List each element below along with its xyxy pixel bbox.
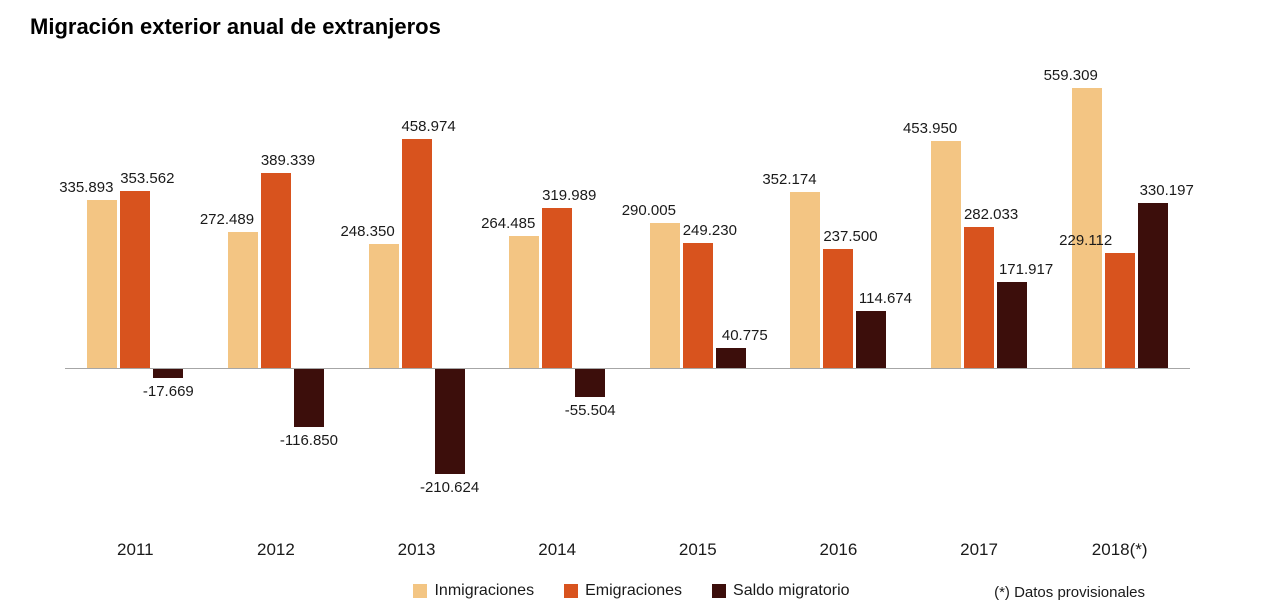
value-label-emigraciones-2014: 319.989 xyxy=(542,187,597,204)
value-label-inmigraciones-2014: 264.485 xyxy=(481,214,536,232)
x-axis-line xyxy=(65,368,1190,369)
value-label-emigraciones-2015: 249.230 xyxy=(682,222,737,240)
x-axis-label-2018: 2018(*) xyxy=(1091,540,1148,559)
bar-emigraciones-2017 xyxy=(964,226,995,368)
value-label-emigraciones-2018: 229.112 xyxy=(1059,232,1113,250)
value-label-saldo-migratorio-2013: -210.624 xyxy=(419,479,480,497)
bar-saldo-migratorio-2017 xyxy=(997,282,1028,368)
bar-inmigraciones-2012 xyxy=(227,231,258,368)
value-label-emigraciones-2013: 458.974 xyxy=(401,117,456,135)
bar-emigraciones-2016 xyxy=(823,249,854,368)
bar-inmigraciones-2015 xyxy=(649,222,680,368)
footnote: (*) Datos provisionales xyxy=(994,584,1145,601)
value-label-inmigraciones-2013: 248.350 xyxy=(340,222,395,240)
year-group-2014: 264.485 319.989 -55.504 xyxy=(481,55,628,500)
year-group-2012: 272.489 389.339 -116.850 xyxy=(200,55,347,500)
legend-label-saldo-migratorio: Saldo migratorio xyxy=(733,582,850,599)
bar-saldo-migratorio-2014 xyxy=(575,369,606,397)
legend-item-inmigraciones: Inmigraciones xyxy=(413,582,534,600)
year-group-2015: 290.005 249.230 40.775 xyxy=(622,55,769,500)
x-axis-label-2016: 2016 xyxy=(819,540,858,559)
x-axis-label-2015: 2015 xyxy=(678,540,717,559)
value-label-saldo-migratorio-2012: -116.850 xyxy=(279,432,338,450)
value-label-inmigraciones-2018: 559.309 xyxy=(1043,67,1098,85)
value-label-saldo-migratorio-2017: 171.917 xyxy=(998,261,1054,279)
value-label-saldo-migratorio-2014: -55.504 xyxy=(564,401,616,419)
value-label-emigraciones-2017: 282.033 xyxy=(963,205,1019,223)
legend-label-emigraciones: Emigraciones xyxy=(585,582,683,599)
inmigraciones-swatch-icon xyxy=(413,584,428,598)
chart-title: Migración exterior anual de extranjeros xyxy=(30,14,441,39)
bar-saldo-migratorio-2013 xyxy=(434,369,465,475)
bar-emigraciones-2014 xyxy=(542,208,573,368)
legend: Inmigraciones Emigraciones Saldo migrato… xyxy=(0,582,1263,600)
value-label-saldo-migratorio-2018: 330.197 xyxy=(1139,181,1194,199)
bar-inmigraciones-2017 xyxy=(931,141,962,368)
legend-item-emigraciones: Emigraciones xyxy=(564,582,682,600)
value-label-inmigraciones-2011: 335.893 xyxy=(59,179,114,197)
plot-area: 335.893 353.562 -17.669 272.489 389.339 -116.… xyxy=(59,55,1194,500)
value-label-inmigraciones-2015: 290.005 xyxy=(621,201,676,219)
bar-saldo-migratorio-2011 xyxy=(153,369,184,378)
bar-inmigraciones-2014 xyxy=(509,235,540,368)
year-group-2016: 352.174 237.500 114.674 xyxy=(762,55,912,500)
value-label-saldo-migratorio-2015: 40.775 xyxy=(721,326,768,344)
legend-label-inmigraciones: Inmigraciones xyxy=(434,582,535,599)
value-label-saldo-migratorio-2016: 114.674 xyxy=(858,289,912,307)
x-axis-label-2013: 2013 xyxy=(397,540,436,559)
x-axis-label-2011: 2011 xyxy=(117,540,154,559)
saldo-migratorio-swatch-icon xyxy=(712,584,727,598)
value-label-inmigraciones-2017: 453.950 xyxy=(902,120,958,138)
value-label-inmigraciones-2016: 352.174 xyxy=(762,170,817,188)
bar-inmigraciones-2018 xyxy=(1071,88,1102,368)
x-axis-label-2017: 2017 xyxy=(960,540,998,559)
bar-saldo-migratorio-2018 xyxy=(1137,202,1168,368)
value-label-inmigraciones-2012: 272.489 xyxy=(199,210,255,228)
bar-emigraciones-2015 xyxy=(682,243,713,368)
bar-saldo-migratorio-2012 xyxy=(293,369,324,428)
value-label-emigraciones-2012: 389.339 xyxy=(260,152,316,170)
x-axis-labels: 2011 2012 2013 2014 2015 2016 2017 2018(*) xyxy=(65,540,1190,560)
year-group-2017: 453.950 282.033 171.917 xyxy=(903,55,1054,500)
year-group-2013: 248.350 458.974 -210.624 xyxy=(340,55,487,500)
bar-inmigraciones-2013 xyxy=(368,243,399,368)
year-group-2018: 559.309 229.112 330.197 xyxy=(1044,55,1194,500)
emigraciones-swatch-icon xyxy=(564,584,579,598)
year-group-2011: 335.893 353.562 -17.669 xyxy=(59,55,206,500)
value-label-emigraciones-2011: 353.562 xyxy=(120,170,175,188)
x-axis-label-2014: 2014 xyxy=(538,540,577,559)
x-axis-label-2012: 2012 xyxy=(257,540,295,559)
bar-inmigraciones-2016 xyxy=(790,191,821,368)
bar-saldo-migratorio-2015 xyxy=(715,347,746,368)
legend-item-saldo-migratorio: Saldo migratorio xyxy=(712,582,850,600)
value-label-emigraciones-2016: 237.500 xyxy=(823,228,878,246)
value-label-saldo-migratorio-2011: -17.669 xyxy=(142,382,194,400)
bar-emigraciones-2013 xyxy=(401,138,432,368)
bar-emigraciones-2012 xyxy=(260,173,291,368)
bar-inmigraciones-2011 xyxy=(87,200,118,368)
bar-emigraciones-2018 xyxy=(1104,253,1135,368)
bar-saldo-migratorio-2016 xyxy=(856,310,887,368)
bar-emigraciones-2011 xyxy=(120,191,151,368)
